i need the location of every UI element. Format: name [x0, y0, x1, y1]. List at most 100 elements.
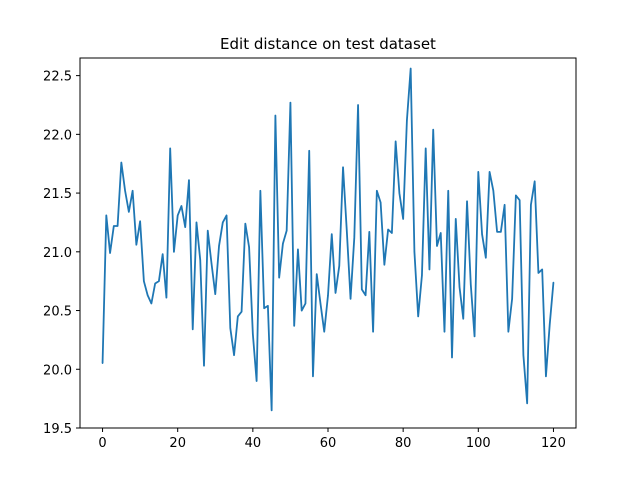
data-point — [492, 190, 494, 192]
data-point — [274, 114, 276, 117]
data-point — [519, 199, 521, 201]
data-point — [481, 233, 483, 235]
data-point — [534, 180, 536, 182]
data-point — [252, 333, 254, 335]
data-point — [436, 245, 438, 247]
data-point — [195, 221, 198, 224]
data-point — [293, 325, 295, 327]
data-point — [380, 201, 382, 204]
series-line — [101, 67, 555, 412]
y-tick-label: 20.0 — [43, 363, 72, 378]
data-point — [229, 327, 231, 329]
data-point — [413, 251, 416, 253]
data-point — [338, 265, 340, 267]
data-point — [169, 147, 171, 150]
data-point — [199, 259, 201, 261]
data-point — [240, 311, 243, 313]
data-point — [158, 280, 160, 282]
data-point — [132, 190, 134, 192]
data-point — [496, 231, 498, 233]
data-point — [312, 375, 314, 377]
x-axis: 0 20 40 60 80 100 120 — [98, 428, 566, 451]
data-point — [259, 190, 261, 192]
data-point — [500, 231, 502, 233]
data-point — [101, 362, 104, 364]
data-point — [135, 244, 137, 246]
data-point — [391, 232, 393, 234]
y-tick-label: 21.5 — [43, 187, 72, 202]
data-point — [316, 273, 318, 275]
data-point — [308, 150, 310, 152]
data-point — [128, 211, 130, 213]
data-point — [278, 277, 280, 279]
data-point — [342, 166, 344, 168]
data-point — [297, 248, 299, 251]
plot-area — [101, 67, 555, 412]
y-axis: 19.5 20.0 20.5 21.0 21.5 22.0 22.5 — [43, 70, 80, 437]
data-point — [398, 192, 400, 194]
data-point — [406, 119, 408, 121]
y-tick-label: 20.5 — [43, 305, 72, 320]
data-point — [109, 252, 111, 254]
x-tick-label: 120 — [541, 436, 566, 451]
data-point — [301, 309, 303, 312]
data-point — [477, 171, 479, 173]
data-point — [263, 307, 265, 309]
data-point — [346, 230, 348, 232]
data-point — [331, 233, 333, 235]
data-point — [466, 200, 468, 202]
data-point — [428, 268, 431, 271]
y-tick-label: 21.0 — [43, 246, 72, 261]
data-point — [537, 272, 540, 274]
data-point — [154, 282, 156, 285]
data-point — [504, 204, 506, 206]
data-point — [462, 318, 464, 320]
data-point — [383, 264, 385, 266]
data-point — [116, 225, 119, 227]
data-point — [526, 402, 528, 404]
data-point — [323, 331, 325, 333]
data-point — [361, 288, 363, 290]
data-point — [353, 237, 355, 239]
data-point — [455, 218, 457, 220]
data-point — [271, 409, 273, 411]
chart-title: Edit distance on test dataset — [220, 35, 436, 53]
x-tick-label: 80 — [395, 436, 412, 451]
data-point — [113, 225, 115, 227]
data-point — [139, 220, 141, 222]
data-point — [214, 293, 216, 295]
data-point — [425, 147, 427, 150]
data-point — [210, 262, 213, 265]
data-point — [470, 284, 472, 286]
data-point — [124, 190, 126, 192]
x-tick-label: 0 — [98, 436, 106, 451]
y-tick-label: 22.0 — [43, 128, 72, 143]
data-point — [443, 331, 446, 333]
data-point — [237, 315, 239, 318]
data-point — [451, 356, 453, 359]
data-point — [545, 375, 547, 377]
data-point — [349, 298, 352, 300]
data-point — [432, 129, 434, 131]
data-point — [334, 292, 337, 294]
data-point — [244, 223, 246, 225]
data-point — [387, 228, 389, 231]
data-point — [150, 302, 152, 305]
data-point — [233, 354, 235, 356]
data-point — [357, 104, 359, 106]
data-point — [286, 230, 288, 232]
data-point — [473, 335, 476, 337]
data-point — [327, 294, 329, 296]
data-point — [368, 231, 370, 233]
data-point — [440, 232, 442, 234]
data-point — [364, 294, 367, 296]
data-point — [184, 226, 186, 228]
data-point — [530, 204, 532, 206]
data-point — [549, 324, 551, 326]
data-point — [485, 257, 487, 259]
data-point — [395, 140, 397, 142]
data-point — [192, 328, 194, 330]
data-point — [180, 205, 183, 207]
data-point — [282, 242, 284, 245]
